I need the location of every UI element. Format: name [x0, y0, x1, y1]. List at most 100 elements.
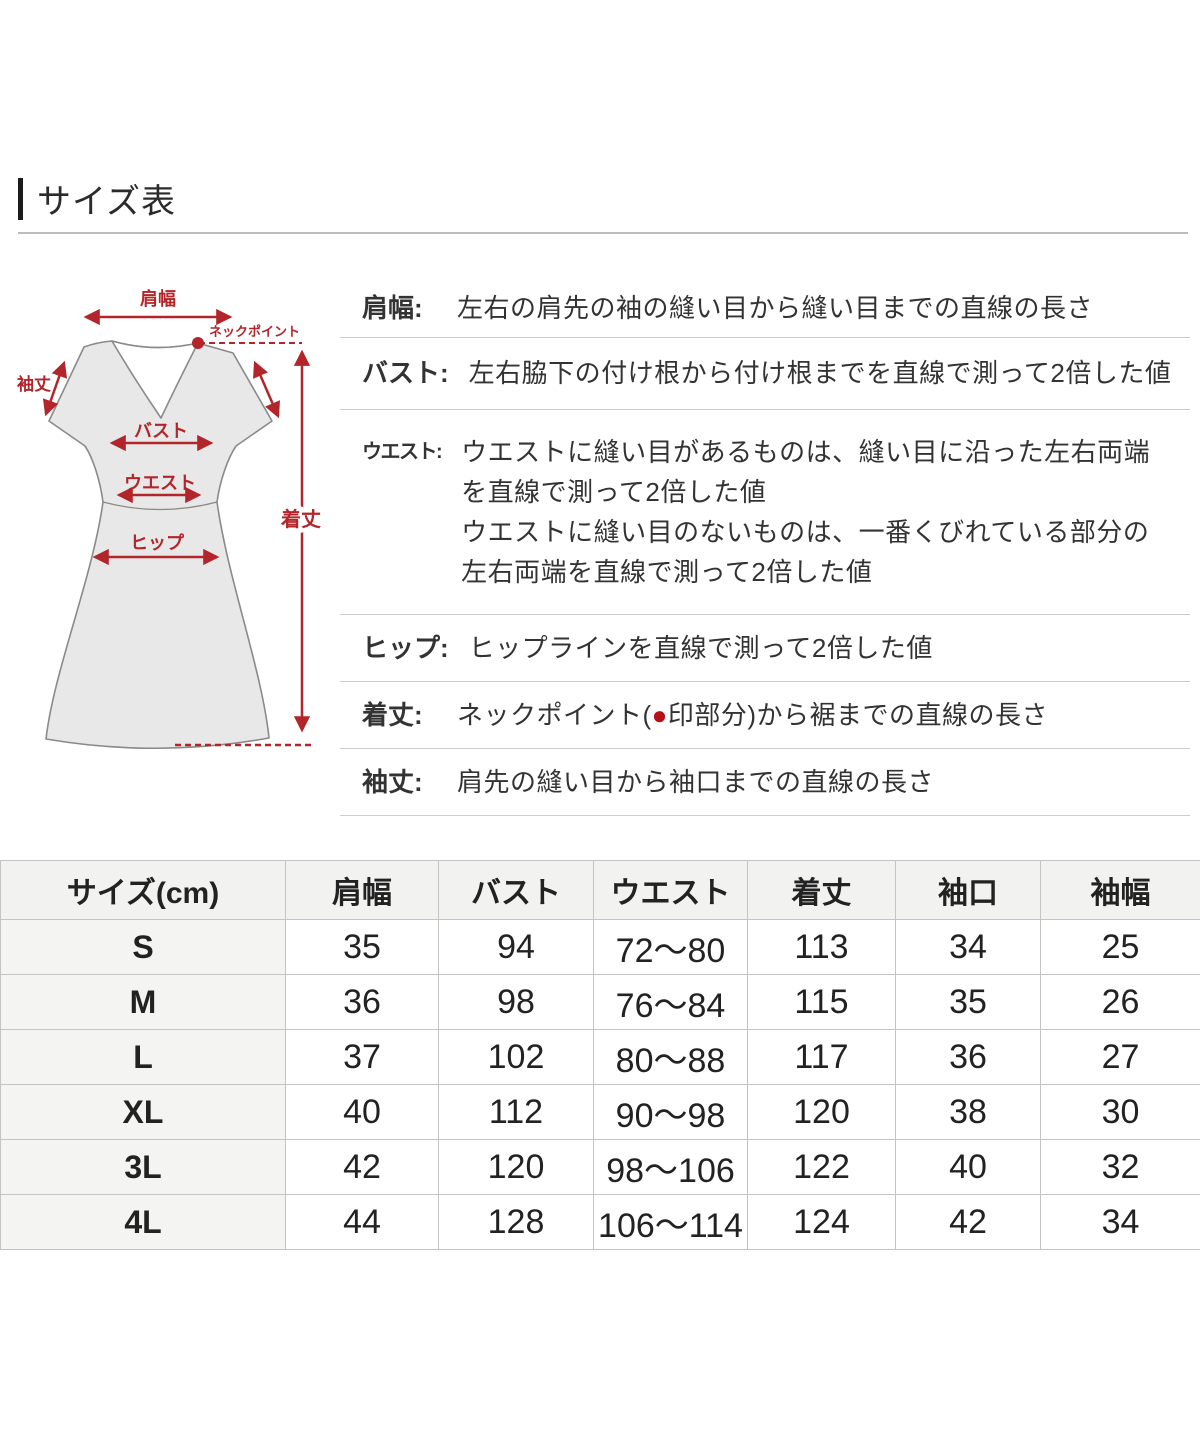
- sleeve-length-label: 袖丈: [17, 374, 51, 394]
- title-divider: [18, 232, 1188, 234]
- value-cell: 36: [285, 974, 439, 1030]
- definition-term: バスト:: [362, 358, 449, 388]
- definition-sleeve-length: 袖丈: 肩先の縫い目から袖口までの直線の長さ: [340, 749, 1190, 816]
- size-cell: S: [0, 919, 286, 975]
- value-cell: 35: [285, 919, 439, 975]
- value-cell: 94: [438, 919, 594, 975]
- definition-term: ヒップ:: [362, 633, 449, 663]
- value-cell: 38: [895, 1084, 1041, 1140]
- definition-term: 袖丈:: [362, 767, 423, 797]
- waist-seam: [102, 501, 218, 511]
- definition-desc: 左右脇下の付け根から付け根までを直線で測って2倍した値: [468, 358, 1172, 388]
- value-cell: 106〜114: [593, 1194, 748, 1250]
- definition-desc: ウエストに縫い目があるものは、縫い目に沿った左右両端 を直線で測って2倍した値 …: [461, 432, 1150, 592]
- value-cell: 98〜106: [593, 1139, 748, 1195]
- definition-hip: ヒップ: ヒップラインを直線で測って2倍した値: [340, 615, 1190, 682]
- size-table: サイズ(cm) 肩幅 バスト ウエスト 着丈 袖口 袖幅 S 35 94 72〜…: [0, 860, 1200, 1250]
- value-cell: 35: [895, 974, 1041, 1030]
- value-cell: 37: [285, 1029, 439, 1085]
- column-header-waist: ウエスト: [593, 860, 748, 920]
- v-neckline: [111, 340, 199, 419]
- value-cell: 117: [747, 1029, 896, 1085]
- size-cell: M: [0, 974, 286, 1030]
- neck-point-dot-glyph: ●: [651, 700, 668, 730]
- page-title: サイズ表: [37, 183, 176, 221]
- value-cell: 128: [438, 1194, 594, 1250]
- size-cell: XL: [0, 1084, 286, 1140]
- table-row-s: S 35 94 72〜80 113 34 25: [0, 919, 1200, 975]
- definition-desc-text: 印部分)から裾までの直線の長さ: [667, 700, 1049, 730]
- definition-desc-line: を直線で測って2倍した値: [461, 477, 767, 507]
- value-cell: 34: [1040, 1194, 1200, 1250]
- value-cell: 36: [895, 1029, 1041, 1085]
- value-cell: 40: [285, 1084, 439, 1140]
- size-cell: 4L: [0, 1194, 286, 1250]
- definition-desc: 左右の肩先の袖の縫い目から縫い目までの直線の長さ: [457, 293, 1094, 323]
- title-accent-bar: [18, 177, 23, 220]
- waist-label: ウエスト: [124, 473, 196, 493]
- table-row-m: M 36 98 76〜84 115 35 26: [0, 974, 1200, 1030]
- value-cell: 113: [747, 919, 896, 975]
- definition-term: ウエスト:: [362, 441, 443, 463]
- table-row-l: L 37 102 80〜88 117 36 27: [0, 1029, 1200, 1085]
- definition-desc-line: ウエストに縫い目があるものは、縫い目に沿った左右両端: [461, 437, 1151, 467]
- value-cell: 42: [285, 1139, 439, 1195]
- value-cell: 120: [438, 1139, 594, 1195]
- neck-point-dot: [192, 337, 204, 349]
- definition-desc-line: ウエストに縫い目のないものは、一番くびれている部分の: [461, 517, 1150, 547]
- definition-shoulder-width: 肩幅: 左右の肩先の袖の縫い目から縫い目までの直線の長さ: [340, 280, 1190, 338]
- size-table-header-row: サイズ(cm) 肩幅 バスト ウエスト 着丈 袖口 袖幅: [0, 860, 1200, 920]
- value-cell: 27: [1040, 1029, 1200, 1085]
- sleeve-length-arrow-left: [42, 360, 68, 417]
- size-cell: 3L: [0, 1139, 286, 1195]
- definition-desc: ネックポイント(●印部分)から裾までの直線の長さ: [457, 695, 1048, 735]
- value-cell: 76〜84: [593, 974, 748, 1030]
- definition-desc-text: ネックポイント(: [457, 700, 652, 730]
- definition-desc: 肩先の縫い目から袖口までの直線の長さ: [457, 767, 935, 797]
- definition-waist: ウエスト: ウエストに縫い目があるものは、縫い目に沿った左右両端 を直線で測って…: [340, 410, 1190, 615]
- value-cell: 112: [438, 1084, 594, 1140]
- value-cell: 115: [747, 974, 896, 1030]
- column-header-bust: バスト: [438, 860, 594, 920]
- value-cell: 72〜80: [593, 919, 748, 975]
- dress-measurement-diagram: 肩幅 ネックポイント 袖丈 バスト ウエスト ヒップ 着丈: [17, 288, 325, 750]
- value-cell: 80〜88: [593, 1029, 748, 1085]
- table-row-4l: 4L 44 128 106〜114 124 42 34: [0, 1194, 1200, 1250]
- value-cell: 30: [1040, 1084, 1200, 1140]
- definition-desc: ヒップラインを直線で測って2倍した値: [468, 633, 933, 663]
- value-cell: 32: [1040, 1139, 1200, 1195]
- bust-label: バスト: [134, 421, 188, 441]
- value-cell: 40: [895, 1139, 1041, 1195]
- value-cell: 102: [438, 1029, 594, 1085]
- definition-body-length: 着丈: ネックポイント(●印部分)から裾までの直線の長さ: [340, 682, 1190, 749]
- column-header-length: 着丈: [747, 860, 896, 920]
- definition-term: 肩幅:: [362, 293, 423, 323]
- column-header-cuff: 袖口: [895, 860, 1041, 920]
- value-cell: 122: [747, 1139, 896, 1195]
- column-header-shoulder: 肩幅: [285, 860, 439, 920]
- page-header: サイズ表: [18, 174, 176, 223]
- neck-point-label: ネックポイント: [209, 324, 300, 339]
- value-cell: 90〜98: [593, 1084, 748, 1140]
- size-cell: L: [0, 1029, 286, 1085]
- value-cell: 42: [895, 1194, 1041, 1250]
- measurement-definitions: 肩幅: 左右の肩先の袖の縫い目から縫い目までの直線の長さ バスト: 左右脇下の付…: [340, 280, 1190, 816]
- definition-bust: バスト: 左右脇下の付け根から付け根までを直線で測って2倍した値: [340, 338, 1190, 410]
- value-cell: 44: [285, 1194, 439, 1250]
- value-cell: 34: [895, 919, 1041, 975]
- hip-label: ヒップ: [130, 532, 185, 553]
- definition-term: 着丈:: [362, 700, 423, 730]
- table-row-3l: 3L 42 120 98〜106 122 40 32: [0, 1139, 1200, 1195]
- value-cell: 120: [747, 1084, 896, 1140]
- value-cell: 98: [438, 974, 594, 1030]
- column-header-sleeve-width: 袖幅: [1040, 860, 1200, 920]
- body-length-label: 着丈: [280, 507, 321, 531]
- value-cell: 25: [1040, 919, 1200, 975]
- shoulder-width-label: 肩幅: [140, 288, 176, 309]
- table-row-xl: XL 40 112 90〜98 120 38 30: [0, 1084, 1200, 1140]
- value-cell: 124: [747, 1194, 896, 1250]
- column-header-size: サイズ(cm): [0, 860, 286, 920]
- value-cell: 26: [1040, 974, 1200, 1030]
- definition-desc-line: 左右両端を直線で測って2倍した値: [461, 557, 873, 587]
